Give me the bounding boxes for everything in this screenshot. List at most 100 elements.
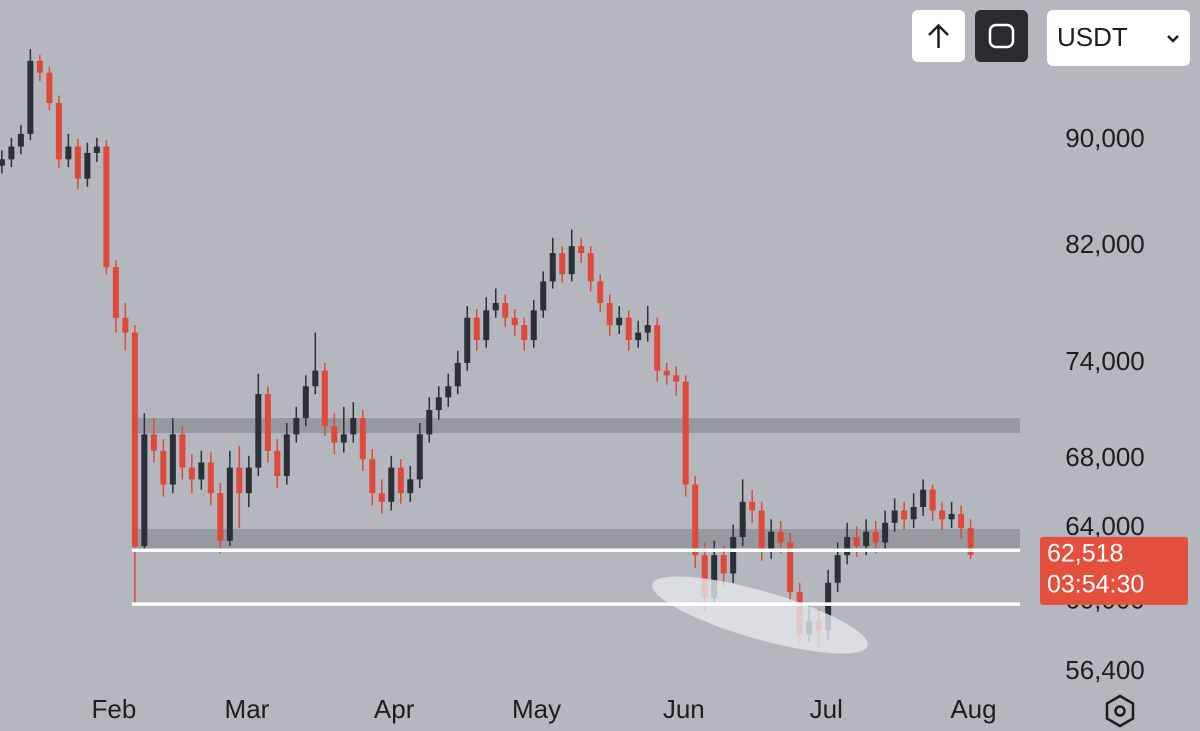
candle-body [245,467,252,494]
candle-body [929,489,936,511]
candle-body [198,462,205,480]
candle-body [293,418,300,435]
x-tick-label: Apr [374,694,415,724]
candle-body [264,394,271,451]
candle-body [207,462,214,494]
settings-icon [1114,705,1126,717]
candle-body [179,434,186,468]
x-tick-label: Jul [810,694,843,724]
up-arrow-icon [928,23,949,48]
candle-body [920,489,927,508]
candle-body [511,317,518,326]
last-price-box [1040,536,1188,605]
candle-body [112,267,119,318]
candle-body [445,386,452,398]
candle-body [122,317,129,333]
candle-body [378,493,385,502]
candle-body [663,370,670,376]
candle-body [483,310,490,341]
candle-body [283,434,290,477]
x-tick-label: Jun [663,694,705,724]
y-tick-label: 82,000 [1065,229,1145,259]
candle-body [967,528,974,555]
candle-body [739,501,746,538]
candle-body [84,152,91,179]
candle-body [673,375,680,382]
candle-body [321,370,328,427]
candle-body [559,253,566,275]
candle-body [958,514,965,529]
x-tick-label: May [512,694,561,724]
candle-body [217,493,224,541]
candle-body [17,133,24,147]
candle-body [46,72,53,103]
fullscreen-button[interactable] [975,10,1028,62]
candle-body [758,510,765,550]
candle-body [369,459,376,494]
settings-button[interactable] [1105,694,1135,728]
zone [131,529,1020,551]
candle-body [682,381,689,485]
candle-body [530,310,537,341]
candle-body [825,582,832,631]
candle-body [901,510,908,520]
candle-body [502,303,509,318]
candle-body [635,332,642,341]
candle-body [606,303,613,326]
candle-body [36,60,43,73]
candle-body [844,537,851,556]
candle-body [597,281,604,304]
candle-body [150,434,157,451]
candle-body [0,159,5,166]
candle-body [169,434,176,485]
candle-body [578,246,585,254]
candle-body [236,467,243,494]
plot-area: 56,40060,00064,00068,00074,00082,00090,0… [0,49,1145,724]
candle-body [454,362,461,387]
candle-body [350,418,357,435]
candle-body [948,514,955,520]
candle-body [882,522,889,543]
candle-body [587,253,594,282]
candle-body [644,325,651,333]
currency-dropdown[interactable] [1047,10,1190,66]
candle-body [312,370,319,387]
candle-body [359,418,366,460]
y-tick-label: 56,400 [1065,655,1145,685]
candle-body [397,467,404,494]
candle-body [274,450,281,477]
candle-body [492,303,499,311]
candle-body [701,555,708,598]
candle-body [340,434,347,443]
candle-body [910,507,917,520]
y-tick-label: 90,000 [1065,123,1145,153]
y-tick-label: 64,000 [1065,511,1145,541]
candle-body [388,467,395,502]
dropdown-chevron [1167,35,1179,43]
overlay: 62,518 03:54:30 [131,536,1188,606]
candle-body [939,510,946,520]
candle-body [749,501,756,511]
candle-body [654,325,661,371]
y-tick-label: 68,000 [1065,442,1145,472]
candle-body [891,510,898,523]
last-price-label: 62,518 [1047,539,1123,567]
candle-body [625,317,632,341]
candle-body [27,60,34,134]
candle-body [255,394,262,468]
candle-body [8,146,15,160]
candle-body [834,555,841,583]
candle-body [131,332,138,547]
candle-body [55,102,62,160]
candle-body [416,434,423,480]
candle-body [853,537,860,547]
candle-body [768,531,775,550]
candle-body [188,467,195,480]
candle-body [331,426,338,443]
candle-body [863,531,870,547]
candle-body [521,325,528,341]
x-tick-label: Aug [950,694,996,724]
fullscreen-icon [988,23,1015,49]
highlight [652,576,868,654]
